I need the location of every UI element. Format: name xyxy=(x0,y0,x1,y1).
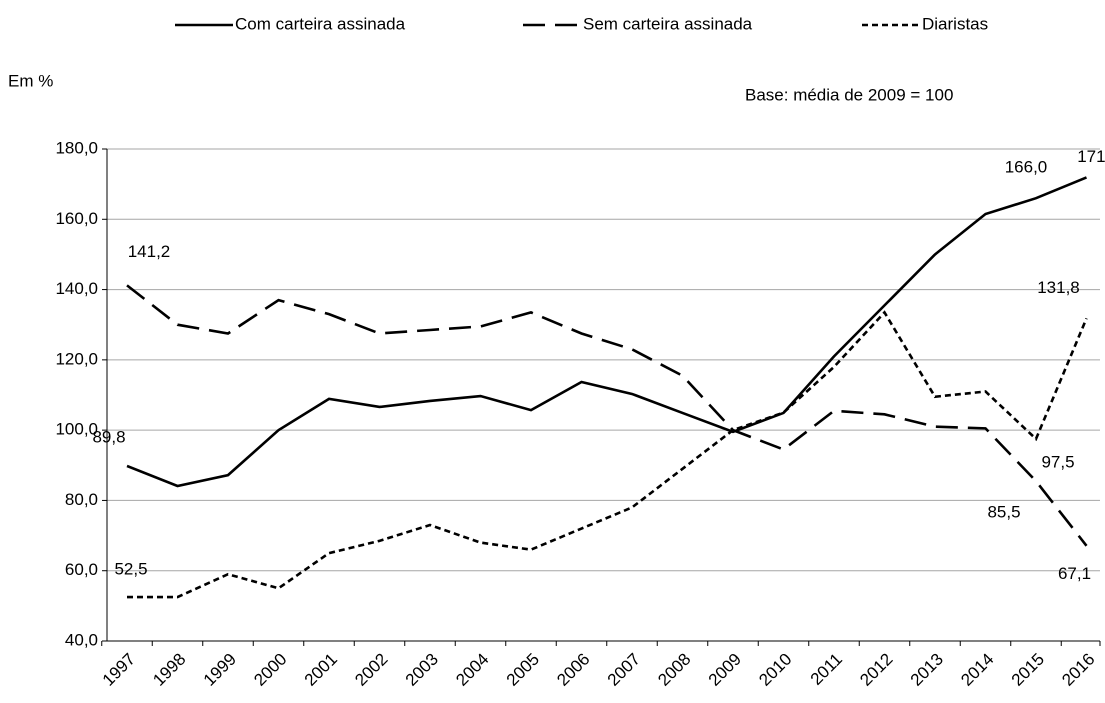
x-tick-label: 1998 xyxy=(149,650,189,690)
legend-label: Sem carteira assinada xyxy=(583,14,753,33)
data-label: 171,9 xyxy=(1077,147,1105,166)
x-tick-label: 2004 xyxy=(452,650,492,690)
x-tick-label: 2009 xyxy=(705,650,745,690)
series-line xyxy=(126,176,1087,488)
data-label: 166,0 xyxy=(1005,158,1048,177)
data-label: 52,5 xyxy=(114,560,147,579)
x-tick-label: 2005 xyxy=(503,650,543,690)
data-label: 67,1 xyxy=(1058,564,1091,583)
x-tick-label: 2013 xyxy=(907,650,947,690)
y-tick-label: 160,0 xyxy=(55,209,98,228)
x-tick-label: 2002 xyxy=(351,650,391,690)
annotation: Base: média de 2009 = 100 xyxy=(745,85,953,104)
data-label: 131,8 xyxy=(1037,278,1080,297)
y-tick-label: 40,0 xyxy=(65,630,98,649)
series-line xyxy=(127,310,1088,599)
x-tick-label: 1999 xyxy=(200,650,240,690)
legend-label: Com carteira assinada xyxy=(235,14,406,33)
y-tick-label: 140,0 xyxy=(55,279,98,298)
y-tick-label: 60,0 xyxy=(65,560,98,579)
y-tick-label: 100,0 xyxy=(55,420,98,439)
y-tick-label: 180,0 xyxy=(55,138,98,157)
x-tick-label: 2016 xyxy=(1058,650,1098,690)
data-label: 85,5 xyxy=(987,503,1020,522)
data-label: 89,8 xyxy=(92,427,125,446)
y-tick-label: 120,0 xyxy=(55,349,98,368)
x-tick-label: 2000 xyxy=(250,650,290,690)
x-tick-label: 2001 xyxy=(301,650,341,690)
x-tick-label: 2014 xyxy=(957,650,997,690)
x-tick-label: 2011 xyxy=(807,650,846,689)
x-tick-label: 1997 xyxy=(99,650,139,690)
x-tick-label: 2006 xyxy=(553,650,593,690)
data-label: 141,2 xyxy=(128,242,171,261)
x-tick-label: 2010 xyxy=(755,650,795,690)
x-tick-label: 2003 xyxy=(402,650,442,690)
x-tick-label: 2008 xyxy=(654,650,694,690)
x-tick-label: 2007 xyxy=(604,650,644,690)
data-label: 97,5 xyxy=(1041,452,1074,471)
y-tick-label: 80,0 xyxy=(65,490,98,509)
x-tick-label: 2015 xyxy=(1008,650,1048,690)
series-line xyxy=(126,284,1088,547)
legend-label: Diaristas xyxy=(922,14,988,33)
y-axis-label: Em % xyxy=(8,71,53,90)
x-tick-label: 2012 xyxy=(856,650,896,690)
